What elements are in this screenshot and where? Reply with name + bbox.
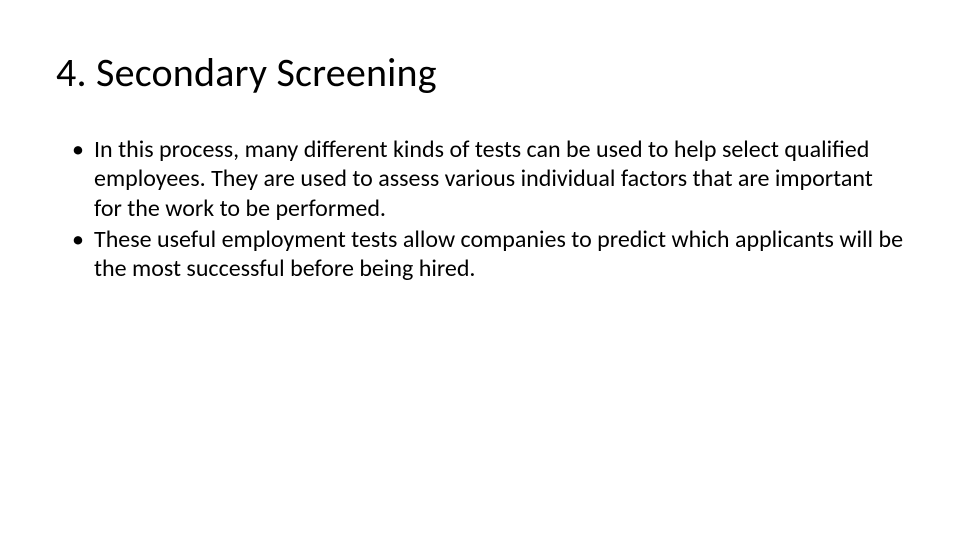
slide-title: 4. Secondary Screening (56, 48, 904, 97)
list-item: In this process, many different kinds of… (72, 135, 904, 223)
slide-container: 4. Secondary Screening In this process, … (0, 0, 960, 540)
bullet-list: In this process, many different kinds of… (56, 135, 904, 283)
list-item: These useful employment tests allow comp… (72, 225, 904, 284)
